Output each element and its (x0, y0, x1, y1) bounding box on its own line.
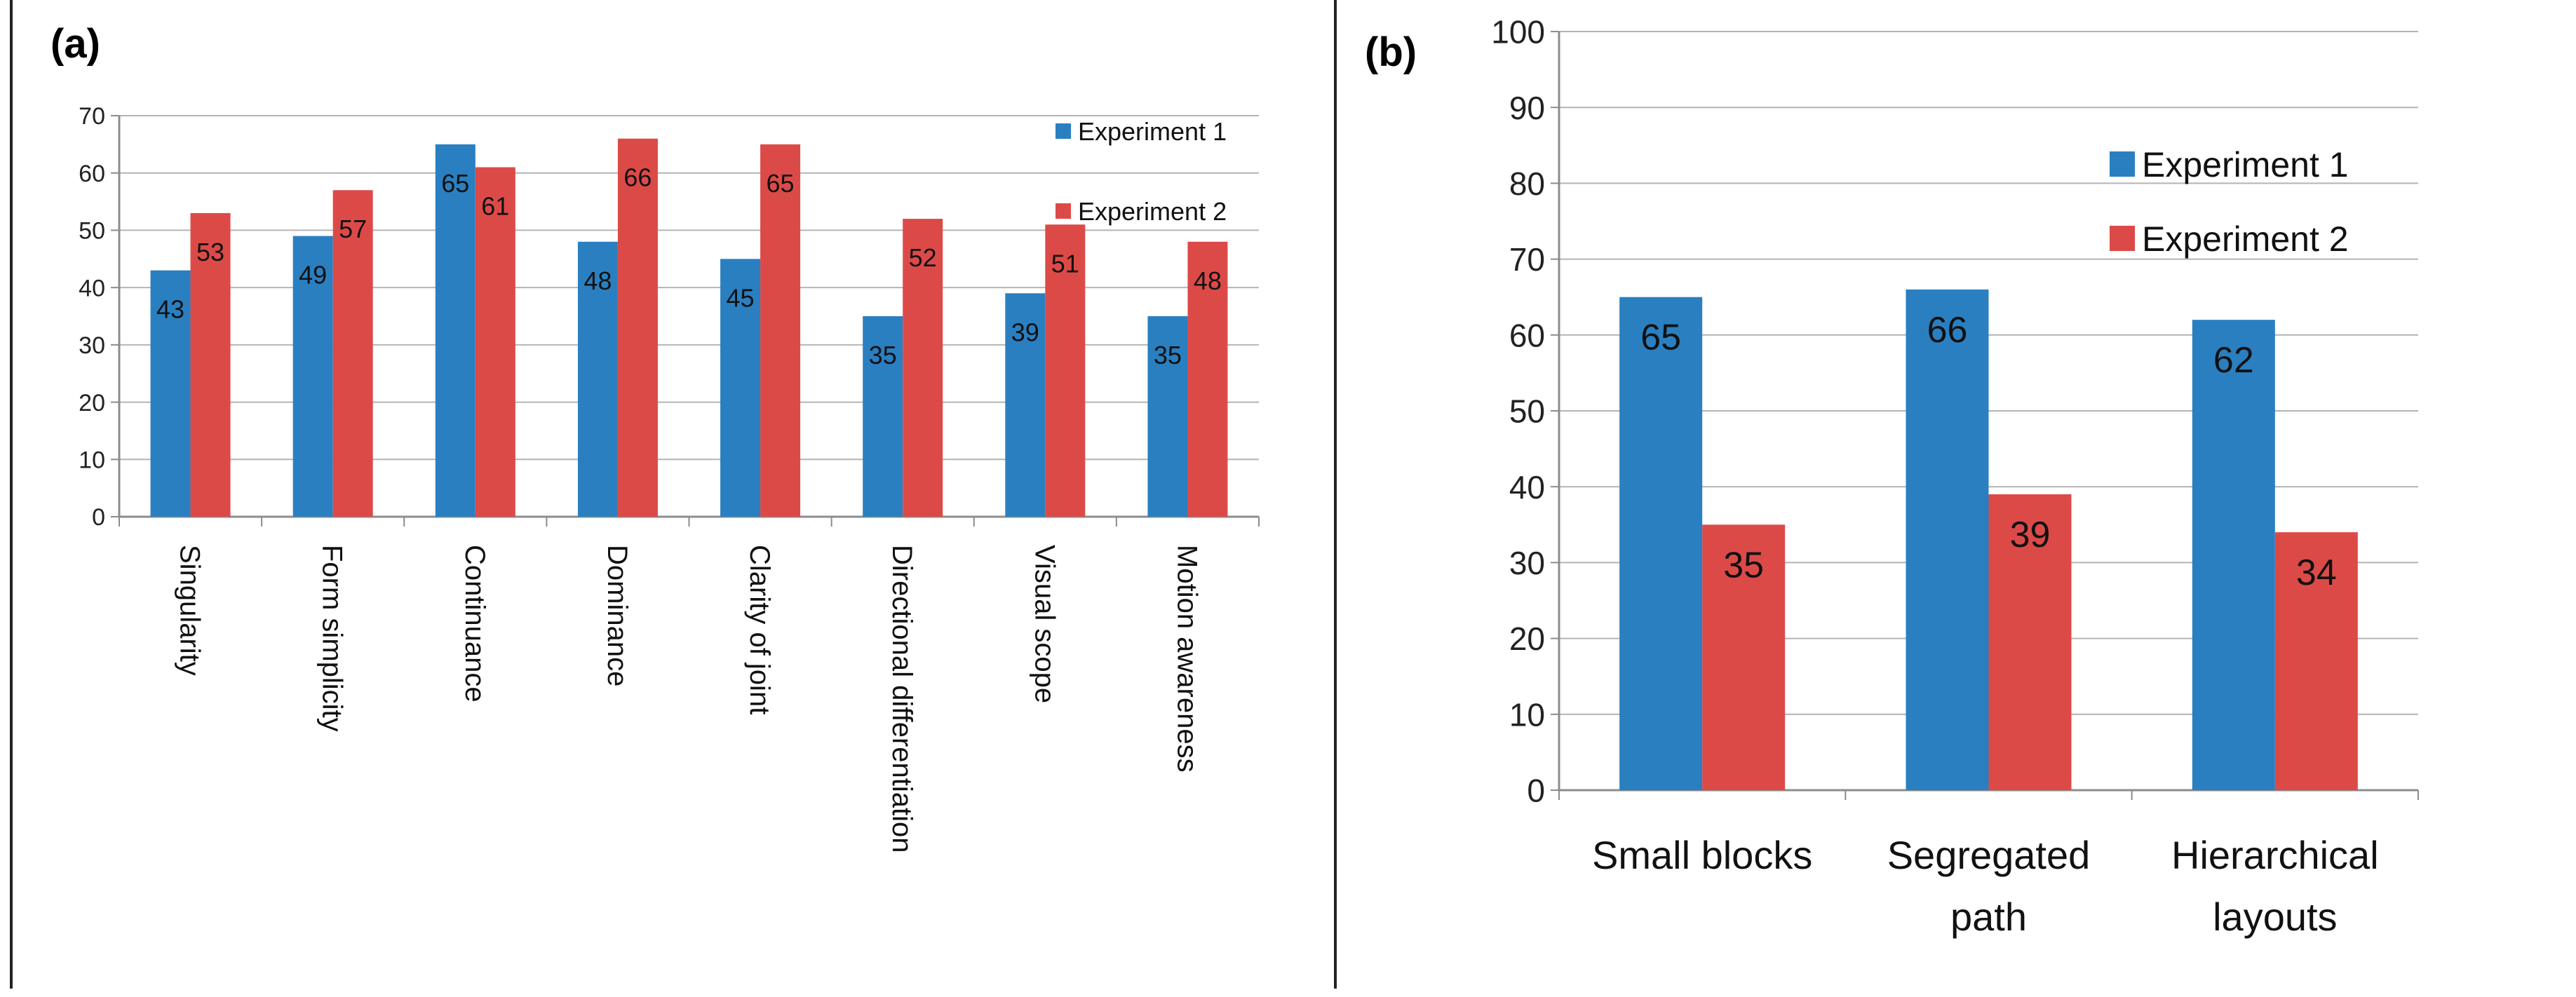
data-label: 45 (727, 283, 755, 312)
legend-swatch-experiment-1 (2110, 151, 2135, 177)
data-label: 39 (1011, 318, 1039, 346)
legend-label-experiment-1: Experiment 1 (1078, 117, 1227, 146)
bar-experiment-2-visual-scope (1045, 224, 1086, 517)
data-label: 65 (767, 169, 795, 198)
data-label: 34 (2296, 552, 2337, 593)
bar-experiment-1-segregated-path (1906, 289, 1989, 790)
category-label: Clarity of joint (744, 545, 775, 714)
bar-experiment-1-clarity-of-joint (720, 259, 761, 517)
y-tick-label: 40 (79, 275, 105, 301)
bar-experiment-2-continuance (475, 167, 515, 517)
category-label: Motion awareness (1171, 545, 1202, 773)
y-tick-label: 20 (1509, 620, 1545, 657)
category-label: Small blocks (1592, 833, 1812, 877)
data-label: 62 (2213, 340, 2254, 381)
chart-a: (a) 0 10 20 30 40 50 60 70 43 53 Singularity 49 57 Fo… (50, 21, 1260, 853)
y-tick-label: 80 (1509, 165, 1545, 202)
bar-experiment-2-hierarchical-layouts (2274, 532, 2358, 790)
panel-b-label: (b) (1365, 29, 1417, 75)
y-tick-label: 90 (1509, 90, 1545, 126)
bar-experiment-1-hierarchical-layouts (2192, 320, 2275, 790)
category-label: Form simplicity (317, 545, 348, 732)
legend-label-experiment-2: Experiment 2 (1078, 197, 1227, 226)
category-label: layouts (2213, 895, 2337, 939)
data-label: 66 (1927, 310, 1968, 351)
bar-experiment-1-motion-awareness (1147, 316, 1188, 517)
legend-swatch-experiment-1 (1056, 123, 1071, 139)
data-label: 48 (1194, 266, 1222, 295)
data-label: 35 (1154, 341, 1182, 369)
legend-swatch-experiment-2 (2110, 226, 2135, 251)
bar-experiment-1-continuance (435, 144, 476, 517)
bar-experiment-1-directional-differentiation (863, 316, 903, 517)
data-label: 57 (339, 215, 367, 243)
category-label: path (1950, 895, 2027, 939)
bar-experiment-1-dominance (577, 241, 618, 517)
y-tick-label: 10 (1509, 696, 1545, 733)
bar-experiment-1-small-blocks (1619, 297, 1703, 790)
category-label: Visual scope (1029, 545, 1060, 703)
y-tick-label: 100 (1491, 14, 1545, 50)
y-tick-label: 70 (1509, 241, 1545, 278)
chart-b: (b) 0 10 20 30 40 50 60 70 80 90 100 65 35 Small bloc… (1365, 14, 2419, 939)
y-tick-label: 10 (79, 447, 105, 474)
bar-experiment-1-singularity (150, 270, 191, 517)
y-tick-label: 0 (92, 504, 105, 531)
data-label: 43 (156, 295, 184, 324)
category-label: Segregated (1887, 833, 2091, 877)
bar-experiment-1-form-simplicity (292, 236, 333, 517)
data-label: 53 (196, 238, 224, 266)
y-tick-label: 50 (79, 218, 105, 245)
y-tick-label: 50 (1509, 393, 1545, 430)
bar-experiment-2-form-simplicity (332, 190, 373, 517)
data-label: 66 (623, 163, 652, 192)
y-tick-label: 0 (1527, 773, 1545, 809)
category-label: Hierarchical (2171, 833, 2379, 877)
bar-experiment-2-small-blocks (1702, 524, 1786, 790)
legend-label-experiment-1: Experiment 1 (2142, 145, 2349, 184)
bar-experiment-2-dominance (617, 138, 658, 517)
y-tick-label: 20 (79, 390, 105, 416)
bar-experiment-2-singularity (190, 212, 231, 517)
category-label: Singularity (175, 545, 205, 676)
bar-experiment-1-visual-scope (1005, 293, 1046, 517)
data-label: 51 (1051, 249, 1079, 278)
data-label: 48 (584, 266, 612, 295)
bar-experiment-2-segregated-path (1988, 494, 2072, 790)
data-label: 61 (481, 192, 509, 221)
data-label: 35 (1723, 545, 1764, 585)
legend-swatch-experiment-2 (1056, 203, 1071, 219)
y-tick-label: 30 (1509, 545, 1545, 581)
panel-a-label: (a) (50, 21, 100, 67)
y-tick-label: 70 (79, 103, 105, 130)
y-tick-label: 30 (79, 332, 105, 359)
bar-experiment-2-motion-awareness (1187, 241, 1228, 517)
panel-divider (1334, 0, 1337, 989)
data-label: 35 (869, 341, 897, 369)
legend-label-experiment-2: Experiment 2 (2142, 219, 2349, 259)
data-label: 65 (1640, 318, 1681, 358)
category-label: Continuance (459, 545, 490, 703)
y-tick-label: 40 (1509, 469, 1545, 506)
category-label: Dominance (602, 545, 633, 686)
data-label: 39 (2010, 515, 2051, 555)
category-label: Directional differentiation (886, 545, 917, 853)
data-label: 52 (909, 243, 937, 272)
bar-experiment-2-clarity-of-joint (760, 144, 801, 517)
y-tick-label: 60 (79, 161, 105, 187)
left-border (10, 0, 13, 989)
data-label: 65 (441, 169, 469, 198)
y-tick-label: 60 (1509, 317, 1545, 353)
data-label: 49 (299, 261, 327, 290)
bar-experiment-2-directional-differentiation (903, 219, 943, 517)
